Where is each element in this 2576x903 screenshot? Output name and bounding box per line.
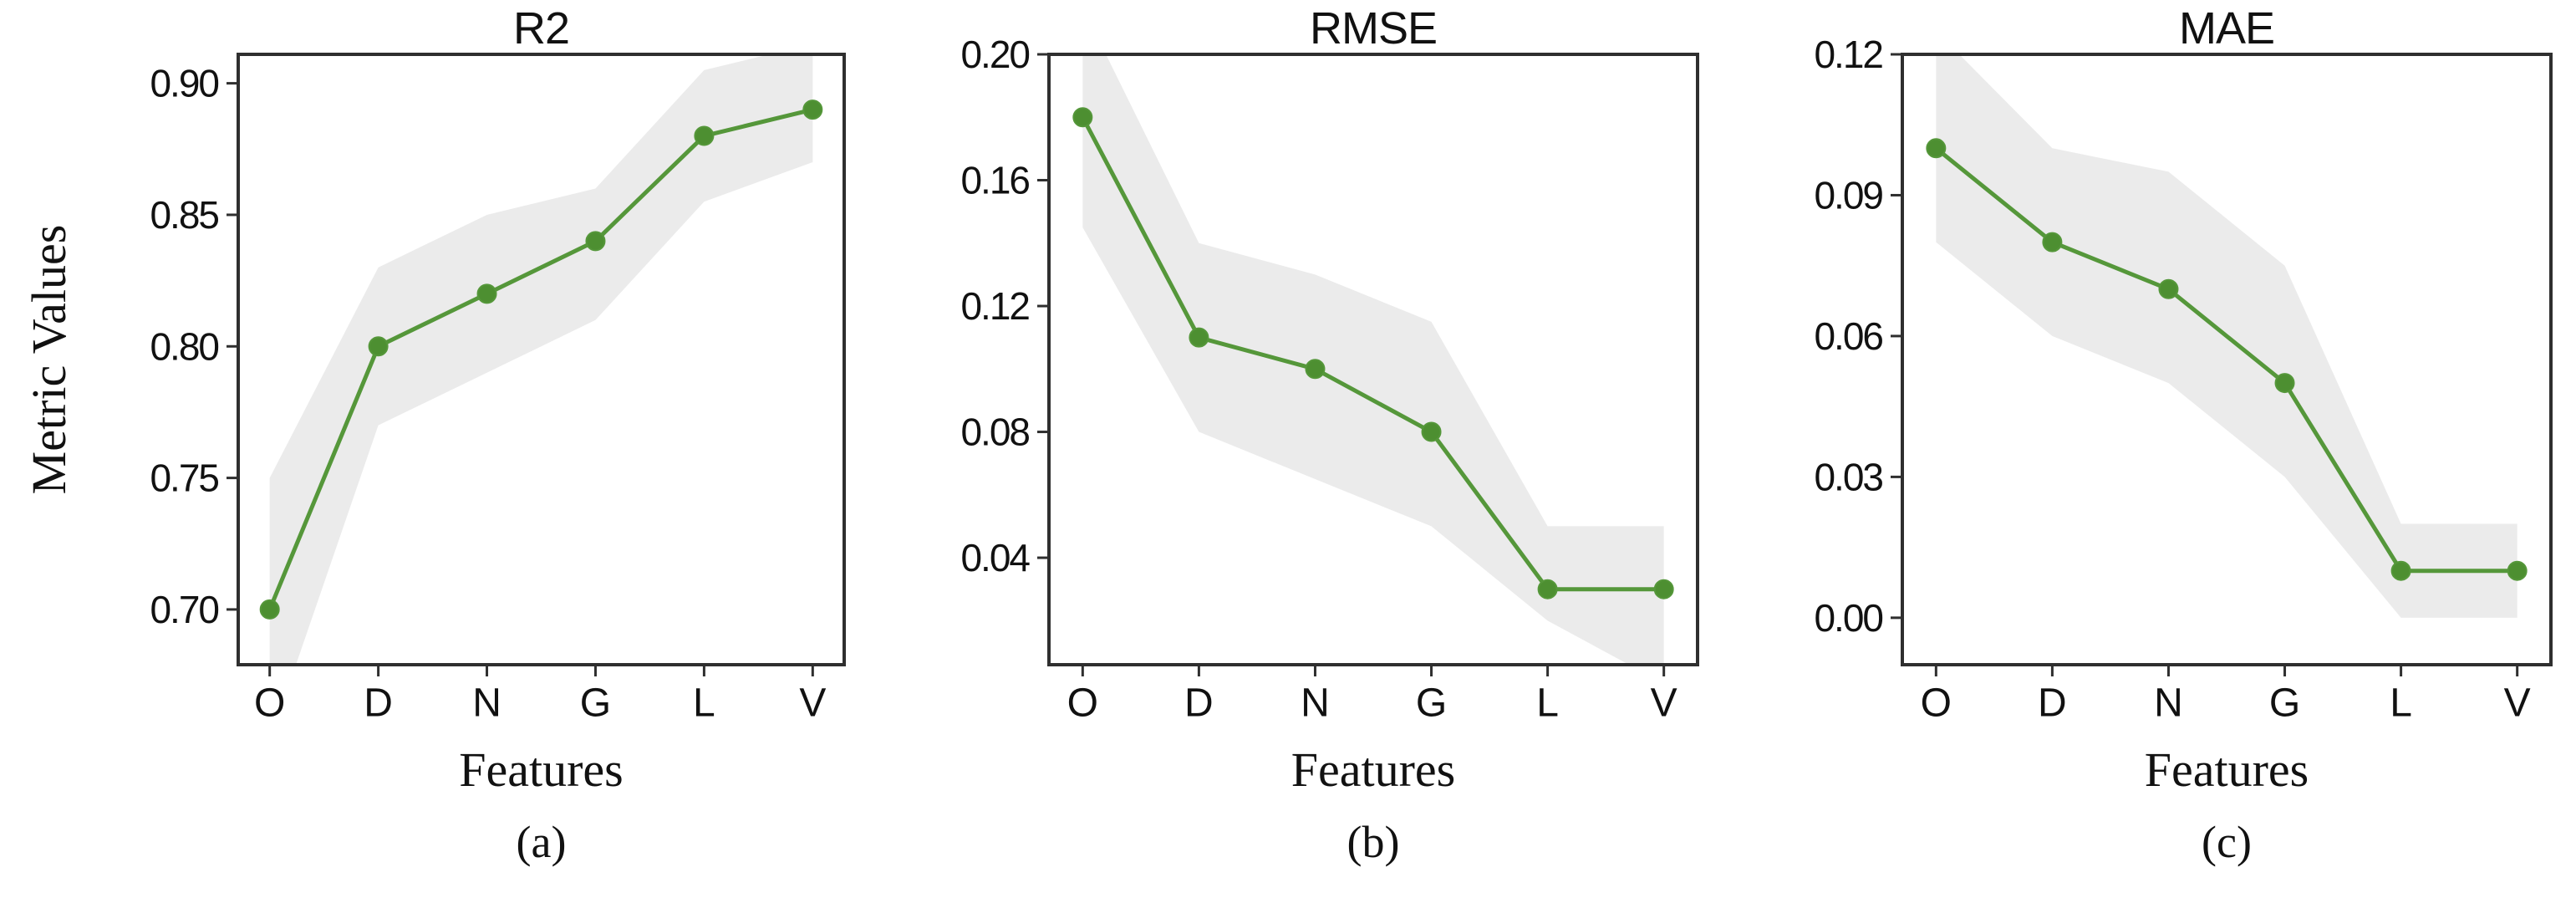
axes-spines — [237, 53, 846, 666]
series-line — [1080, 115, 1667, 592]
y-axis-tick-label: 0.16 — [960, 159, 1029, 202]
data-point-marker — [476, 283, 497, 304]
plot-area — [259, 54, 823, 665]
y-axis-tick-label: 0.03 — [1814, 455, 1882, 498]
x-axis-tick-label: L — [693, 681, 715, 726]
confidence-band — [1936, 54, 2517, 618]
x-axis-label: Features — [459, 742, 624, 797]
y-axis-tick-label: 0.09 — [1814, 173, 1882, 217]
y-axis-tick-label: 0.00 — [1814, 596, 1882, 640]
y-axis-tick-label: 0.20 — [960, 33, 1029, 76]
data-point-marker — [1072, 107, 1093, 128]
x-axis-tick-label: N — [472, 681, 501, 726]
x-axis-tick-label: N — [2154, 681, 2183, 726]
chart-panel-mae: 0.00 0.03 0.06 0.09 0.12 O D N G L V MAE Features (c) — [1723, 0, 2576, 903]
x-axis-tick-label: G — [580, 681, 611, 726]
y-axis-tick-label: 0.75 — [150, 457, 218, 500]
confidence-band — [269, 54, 813, 665]
data-point-marker — [585, 231, 606, 252]
data-point-marker — [1537, 579, 1558, 599]
confidence-band — [1082, 54, 1664, 665]
y-axis-tick-label: 0.04 — [960, 536, 1030, 579]
chart-panel-rmse: 0.04 0.08 0.12 0.16 0.20 O D N G L V RMSE Features (b… — [869, 0, 1723, 903]
y-axis-tick-label: 0.90 — [150, 62, 218, 105]
y-axis-tick-label: 0.06 — [1814, 314, 1882, 358]
chart-title: MAE — [2179, 3, 2274, 54]
x-axis-tick-label: L — [1536, 681, 1559, 726]
x-axis-tick-label: N — [1301, 681, 1330, 726]
data-point-marker — [1926, 138, 1947, 159]
axes-spines — [1047, 53, 1699, 666]
data-point-marker — [368, 336, 389, 357]
data-point-marker — [2158, 278, 2179, 299]
chart-title: RMSE — [1310, 3, 1437, 54]
data-point-marker — [1305, 359, 1326, 380]
x-axis-tick-label: V — [1651, 681, 1677, 726]
y-axis-tick-label: 0.70 — [150, 588, 218, 631]
chart-title: R2 — [513, 3, 569, 54]
series-line — [267, 107, 815, 612]
data-point-marker — [2390, 560, 2411, 581]
x-axis-tick-label: O — [1067, 681, 1098, 726]
chart-svg: 0.00 0.03 0.06 0.09 0.12 O D N G L V MAE Features (c) — [1814, 3, 2553, 867]
data-point-marker — [259, 599, 280, 620]
subplot-caption: (c) — [2202, 817, 2252, 867]
data-point-marker — [802, 99, 823, 120]
data-point-marker — [694, 125, 715, 146]
y-axis-label: Metric Values — [22, 225, 76, 495]
x-axis-label: Features — [2145, 742, 2309, 797]
data-point-marker — [1189, 327, 1209, 348]
data-point-marker — [2042, 232, 2063, 253]
x-axis-tick-label: O — [254, 681, 285, 726]
subplot-caption: (b) — [1347, 817, 1400, 867]
data-point-marker — [1653, 579, 1674, 599]
data-point-marker — [1421, 421, 1442, 442]
x-axis-label: Features — [1291, 742, 1456, 797]
x-axis-tick-label: L — [2390, 681, 2412, 726]
axes-spines — [1901, 53, 2553, 666]
subplot-caption: (a) — [517, 817, 567, 867]
chart-panel-r2: 0.70 0.75 0.80 0.85 0.90 O D N G L V R2 Features (a) M… — [0, 0, 869, 903]
x-axis-tick-label: V — [2504, 681, 2531, 726]
x-axis-tick-label: V — [799, 681, 826, 726]
x-axis-tick-label: D — [2038, 681, 2067, 726]
x-axis-tick-label: D — [1184, 681, 1214, 726]
series-line — [1933, 145, 2520, 574]
chart-svg: 0.70 0.75 0.80 0.85 0.90 O D N G L V R2 Features (a) M… — [22, 3, 846, 867]
x-axis-tick-label: G — [2269, 681, 2300, 726]
y-axis-tick-label: 0.12 — [1814, 33, 1882, 76]
data-point-marker — [2274, 373, 2295, 394]
chart-svg: 0.04 0.08 0.12 0.16 0.20 O D N G L V RMSE Features (b… — [960, 3, 1699, 867]
data-point-marker — [2507, 560, 2528, 581]
x-axis-tick-label: O — [1921, 681, 1952, 726]
x-axis-tick-label: D — [364, 681, 393, 726]
y-axis-tick-label: 0.12 — [960, 284, 1029, 328]
plot-area — [1926, 54, 2528, 618]
plot-area — [1072, 54, 1674, 665]
y-axis-tick-label: 0.08 — [960, 411, 1029, 454]
y-axis-tick-label: 0.80 — [150, 324, 218, 368]
y-axis-tick-label: 0.85 — [150, 193, 218, 237]
x-axis-tick-label: G — [1416, 681, 1447, 726]
